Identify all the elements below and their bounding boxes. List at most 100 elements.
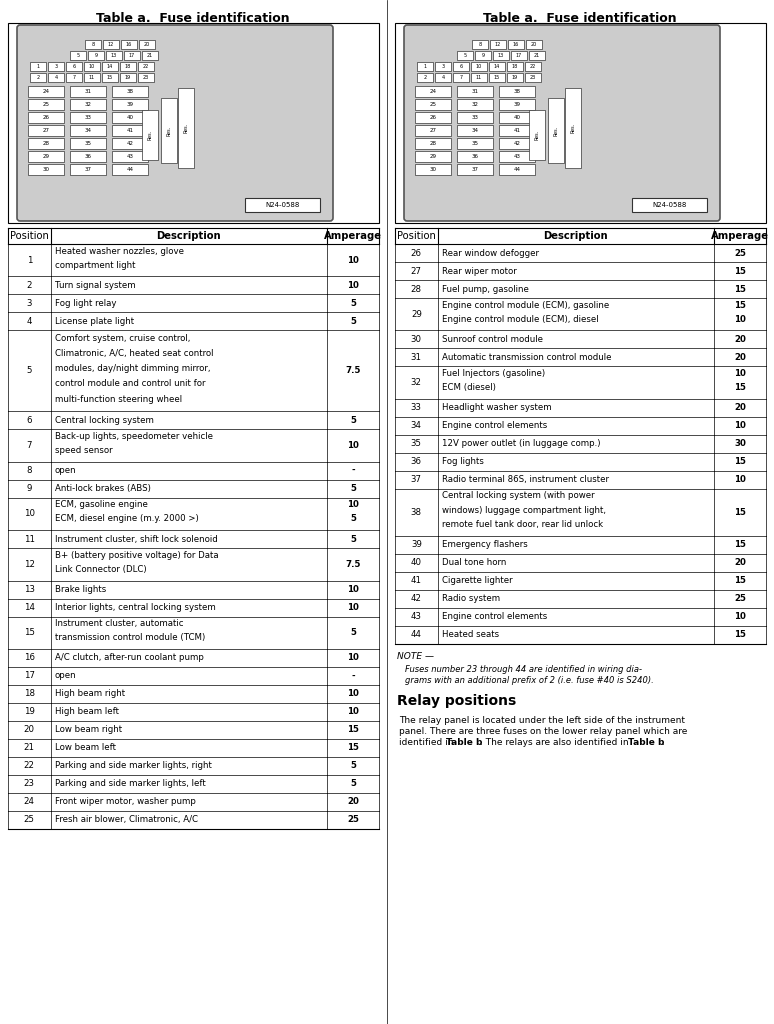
Bar (499, 125, 535, 136)
Bar (526, 40, 542, 49)
Text: 27: 27 (430, 128, 437, 133)
Bar (84, 73, 100, 82)
Text: modules, day/night dimming mirror,: modules, day/night dimming mirror, (55, 365, 211, 373)
Bar (511, 51, 527, 60)
Bar (8, 23, 379, 223)
Text: 10: 10 (476, 63, 482, 69)
Text: 10: 10 (347, 441, 359, 451)
Text: Dual tone horn: Dual tone horn (442, 558, 506, 567)
Bar (112, 99, 148, 110)
Text: 5: 5 (350, 299, 356, 308)
Bar (493, 51, 509, 60)
Text: 9: 9 (94, 53, 98, 58)
Text: Headlight washer system: Headlight washer system (442, 403, 551, 413)
Text: 43: 43 (411, 612, 422, 622)
Text: -: - (351, 466, 354, 475)
Text: 5: 5 (350, 484, 356, 494)
Text: 5: 5 (350, 316, 356, 326)
Text: Res.: Res. (148, 130, 152, 140)
Text: 25: 25 (347, 815, 359, 824)
Text: 30: 30 (734, 439, 746, 449)
Bar (415, 112, 451, 123)
Bar (525, 62, 541, 71)
Text: 15: 15 (734, 630, 746, 639)
Text: open: open (55, 672, 77, 681)
Text: Radio system: Radio system (442, 594, 500, 603)
Bar (120, 62, 136, 71)
Text: 8: 8 (91, 42, 94, 47)
Text: 3: 3 (54, 63, 57, 69)
Text: 15: 15 (24, 629, 35, 637)
Text: Sunroof control module: Sunroof control module (442, 335, 543, 344)
Text: Parking and side marker lights, left: Parking and side marker lights, left (55, 779, 205, 788)
Bar (84, 62, 100, 71)
Bar (435, 73, 451, 82)
Bar (499, 99, 535, 110)
Text: The relay panel is located under the left side of the instrument: The relay panel is located under the lef… (399, 716, 685, 725)
Bar (70, 86, 106, 97)
Text: Low beam left: Low beam left (55, 743, 115, 753)
Bar (106, 51, 122, 60)
Text: . The relays are also identified in: . The relays are also identified in (480, 737, 632, 746)
Text: 29: 29 (43, 154, 50, 159)
Text: 7: 7 (460, 75, 463, 80)
Bar (415, 138, 451, 150)
Text: 7.5: 7.5 (345, 367, 361, 376)
Bar (499, 112, 535, 123)
Text: 19: 19 (125, 75, 131, 80)
Text: 21: 21 (534, 53, 540, 58)
Text: NOTE —: NOTE — (397, 651, 434, 660)
Text: 36: 36 (84, 154, 91, 159)
Text: 17: 17 (516, 53, 522, 58)
Bar (102, 73, 118, 82)
Text: 21: 21 (147, 53, 153, 58)
Text: 10: 10 (734, 369, 746, 378)
Text: Front wiper motor, washer pump: Front wiper motor, washer pump (55, 798, 196, 807)
Text: -: - (351, 672, 354, 681)
Text: 41: 41 (513, 128, 520, 133)
Text: 23: 23 (143, 75, 149, 80)
Text: 44: 44 (513, 167, 520, 172)
Text: 35: 35 (471, 141, 478, 146)
Text: 14: 14 (494, 63, 500, 69)
Bar (529, 51, 545, 60)
Bar (475, 51, 491, 60)
Bar (112, 151, 148, 162)
Text: 15: 15 (734, 508, 746, 517)
Text: 35: 35 (411, 439, 422, 449)
Text: 24: 24 (430, 89, 437, 94)
Text: 12: 12 (495, 42, 501, 47)
Text: Res.: Res. (553, 125, 559, 135)
Text: 20: 20 (734, 558, 746, 567)
Text: 20: 20 (734, 403, 746, 413)
Text: windows) luggage compartment light,: windows) luggage compartment light, (442, 506, 606, 515)
Text: 42: 42 (126, 141, 133, 146)
Bar (138, 62, 154, 71)
Text: 12: 12 (108, 42, 114, 47)
Text: Position: Position (10, 231, 49, 241)
Text: 5: 5 (350, 762, 356, 770)
Text: 43: 43 (513, 154, 520, 159)
Text: 32: 32 (411, 378, 422, 387)
Text: Engine control elements: Engine control elements (442, 421, 547, 430)
Bar (139, 40, 155, 49)
Text: 30: 30 (43, 167, 50, 172)
Text: 24: 24 (24, 798, 35, 807)
Bar (508, 40, 524, 49)
Text: 30: 30 (411, 335, 422, 344)
Text: 20: 20 (347, 798, 359, 807)
Text: 10: 10 (347, 689, 359, 698)
Text: 31: 31 (411, 353, 422, 361)
Text: 25: 25 (430, 102, 437, 106)
Text: 15: 15 (734, 458, 746, 466)
Bar (632, 198, 707, 212)
Text: Central locking system: Central locking system (55, 416, 153, 425)
Text: 15: 15 (734, 577, 746, 585)
Text: Rear wiper motor: Rear wiper motor (442, 266, 516, 275)
Text: 8: 8 (26, 466, 32, 475)
Text: 10: 10 (347, 585, 359, 594)
Text: Description: Description (543, 231, 608, 241)
Text: 16: 16 (513, 42, 519, 47)
Text: 15: 15 (734, 285, 746, 294)
Text: 40: 40 (513, 115, 520, 120)
